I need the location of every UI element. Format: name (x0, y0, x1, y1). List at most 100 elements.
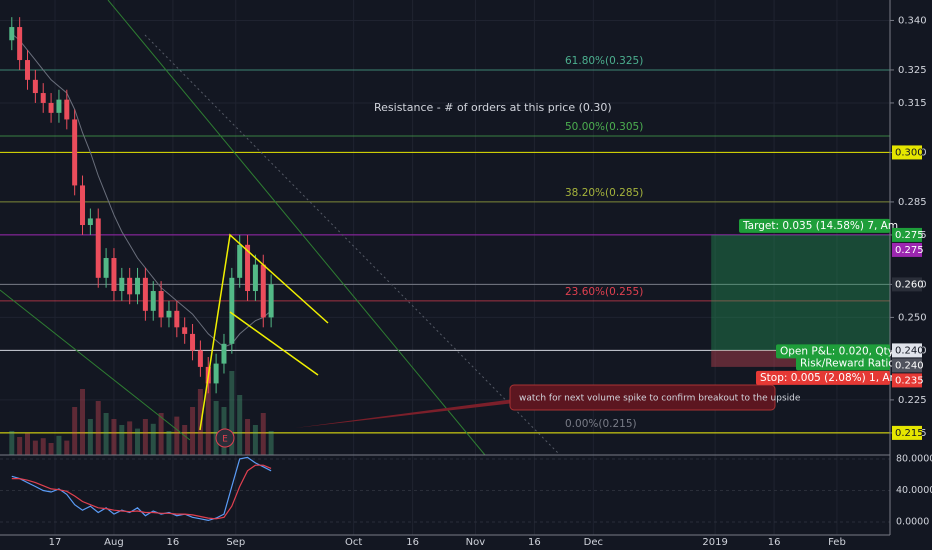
callout-pointer (295, 399, 515, 428)
x-tick-label: 16 (406, 537, 419, 548)
earnings-letter: E (222, 435, 228, 445)
position-label-bg (796, 356, 890, 371)
y-tick-label: 0.315 (898, 98, 927, 109)
volume-bar (197, 389, 203, 455)
volume-bar (182, 425, 188, 455)
volume-bar (40, 438, 46, 455)
volume-bar (158, 413, 164, 455)
x-tick-label: 17 (49, 537, 62, 548)
candle-body (252, 264, 258, 292)
price-tag-label: 0.215 (895, 428, 924, 439)
volume-bar (268, 431, 274, 455)
annotation: Resistance - # of orders at this price (… (374, 101, 612, 114)
x-tick-label: Dec (584, 537, 603, 548)
price-tag (892, 425, 922, 440)
volume-bar (190, 407, 196, 455)
price-tag (892, 145, 922, 160)
price-tag-label: 0.260 (895, 279, 924, 290)
fib-label: 38.20%(0.285) (565, 187, 643, 199)
target-zone (711, 234, 890, 351)
fib-label: 23.60%(0.255) (565, 286, 643, 298)
volume-bar (9, 431, 15, 455)
candle-body (119, 277, 125, 292)
volume-bar (142, 419, 148, 455)
candle-body (64, 99, 70, 120)
y-tick-label: 0.225 (898, 395, 927, 406)
candle-body (182, 327, 188, 334)
callout-box (509, 384, 776, 411)
position-label: Target: 0.035 (14.58%) 7, Am (742, 220, 898, 232)
candle-body (87, 218, 93, 226)
volume-bar (260, 413, 266, 455)
volume-bar (32, 440, 38, 455)
price-tag (892, 358, 922, 373)
indicator-tick-label: 80.0000 (896, 453, 932, 464)
candle-body (213, 363, 219, 384)
x-tick-label: Sep (226, 537, 245, 548)
volume-bar (174, 416, 180, 455)
volume-bar (119, 425, 125, 455)
candle-body (95, 218, 101, 278)
volume-bar (127, 421, 133, 455)
price-tag (892, 343, 922, 358)
price-tag (892, 373, 922, 388)
y-tick-label: 0.340 (898, 15, 927, 26)
volume-bar (80, 389, 86, 455)
y-tick-label: 0.325 (898, 65, 927, 76)
candle-body (268, 284, 274, 318)
candle-body (80, 185, 86, 226)
price-tag (892, 277, 922, 292)
volume-bar (213, 401, 219, 455)
volume-bar (205, 377, 211, 455)
candle-body (48, 102, 54, 113)
price-tag-label: 0.240 (895, 345, 924, 356)
candle-body (260, 264, 266, 318)
y-tick-label: 0.285 (898, 197, 927, 208)
position-label: Stop: 0.005 (2.08%) 1, Am (760, 372, 900, 384)
x-tick-label: 16 (167, 537, 180, 548)
trend-line (0, 289, 191, 441)
y-tick-label: 0.250 (898, 312, 927, 323)
position-label-bg (756, 370, 890, 385)
candle-body (72, 119, 78, 186)
overlay-layer: 17 Aug 16 Sep Oct 16 Nov 16 Dec 2019 16 Feb 0.340 0.3… (49, 15, 932, 548)
trend-line (107, 0, 486, 456)
candle-body (25, 60, 31, 80)
volume-bar (48, 443, 54, 455)
candle-body (127, 277, 133, 295)
x-tick-label: 2019 (702, 537, 727, 548)
indicator-line (11, 464, 272, 520)
price-tag-label: 0.240 (895, 360, 924, 371)
price-tag (892, 227, 922, 242)
volume-bar (17, 437, 23, 455)
x-tick-label: Nov (466, 537, 486, 548)
volume-bar (229, 371, 235, 455)
volume-bar (95, 401, 101, 455)
fib-label: 61.80%(0.325) (565, 55, 643, 67)
x-tick-label: 16 (768, 537, 781, 548)
price-tag-label: 0.275 (895, 245, 924, 256)
position-label-bg (739, 218, 890, 233)
volume-bar (87, 419, 93, 455)
x-tick-label: Aug (104, 537, 124, 548)
volume-bar (252, 425, 258, 455)
candle-body (56, 99, 62, 113)
position-label: Risk/Reward Ratio (800, 357, 895, 369)
candle-body (17, 27, 23, 61)
price-tag-label: 0.235 (895, 375, 924, 386)
candle-body (32, 79, 38, 94)
candle-body (142, 277, 148, 311)
indicator-tick-label: 0.0000 (896, 516, 929, 527)
earnings-icon[interactable] (215, 428, 235, 448)
wedge-line (199, 233, 329, 431)
candle-body (245, 244, 251, 292)
candle-body (111, 258, 117, 292)
candle-body (40, 93, 46, 103)
volume-bar (72, 407, 78, 455)
volume-bar (64, 440, 70, 455)
price-tag (892, 242, 922, 257)
position-label: Open P&L: 0.020, Qty: (780, 345, 897, 357)
candle-body (166, 310, 172, 318)
volume-bar (166, 431, 172, 455)
